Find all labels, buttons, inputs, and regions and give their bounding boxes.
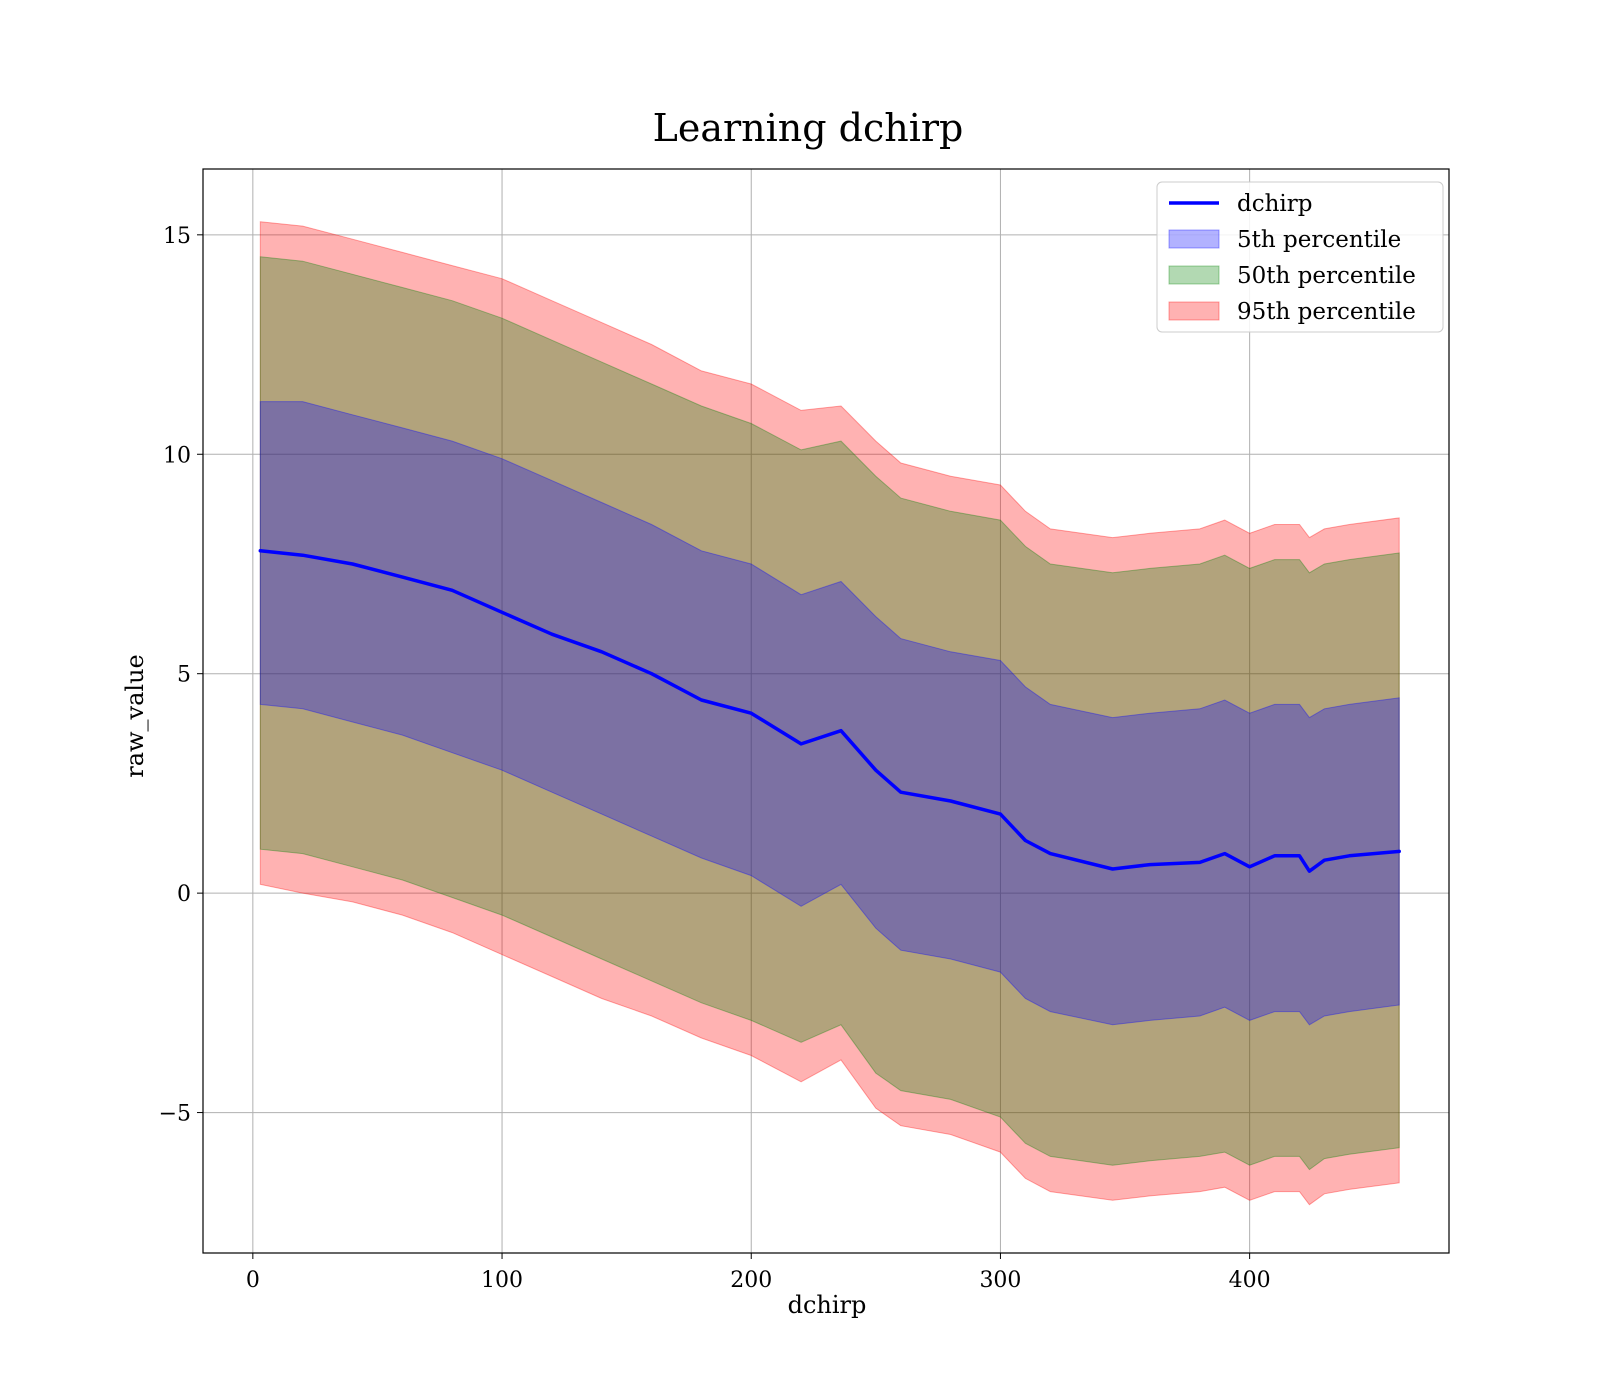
y-tick-label: 15	[163, 224, 191, 249]
plot-frame	[202, 168, 1450, 1254]
x-axis-label: dchirp	[788, 1291, 867, 1319]
legend-label-5th-percentile: 5th percentile	[1237, 227, 1401, 253]
y-tick-label: −5	[159, 1102, 191, 1127]
legend-swatch-5th-percentile	[1168, 229, 1220, 249]
legend-label-dchirp: dchirp	[1237, 191, 1313, 217]
y-axis-ticks: −5 0 5 10 15	[159, 224, 203, 1127]
legend-box	[1156, 181, 1444, 333]
chart-title: Learning dchirp	[653, 106, 964, 150]
legend-swatch-95th-percentile	[1168, 301, 1220, 321]
y-tick-label: 5	[177, 663, 191, 688]
x-tick-label: 400	[1229, 1268, 1271, 1293]
x-axis-ticks: 0 100 200 300 400	[246, 1253, 1271, 1293]
legend-label-50th-percentile: 50th percentile	[1237, 263, 1416, 289]
plot-area	[202, 168, 1450, 1254]
y-tick-label: 10	[163, 443, 191, 468]
band-50th-percentile	[259, 256, 1400, 1171]
legend: dchirp 5th percentile 50th percentile 95th …	[1156, 181, 1444, 333]
y-axis-label: raw_value	[121, 654, 149, 778]
x-tick-label: 0	[246, 1268, 260, 1293]
series-line-dchirp	[258, 549, 1401, 873]
x-tick-label: 100	[481, 1268, 523, 1293]
x-tick-label: 200	[730, 1268, 772, 1293]
series-lines	[258, 549, 1401, 873]
x-tick-label: 300	[979, 1268, 1021, 1293]
legend-label-95th-percentile: 95th percentile	[1237, 299, 1416, 325]
legend-swatch-50th-percentile	[1168, 265, 1220, 285]
y-tick-label: 0	[177, 882, 191, 907]
band-95th-percentile	[259, 221, 1400, 1206]
